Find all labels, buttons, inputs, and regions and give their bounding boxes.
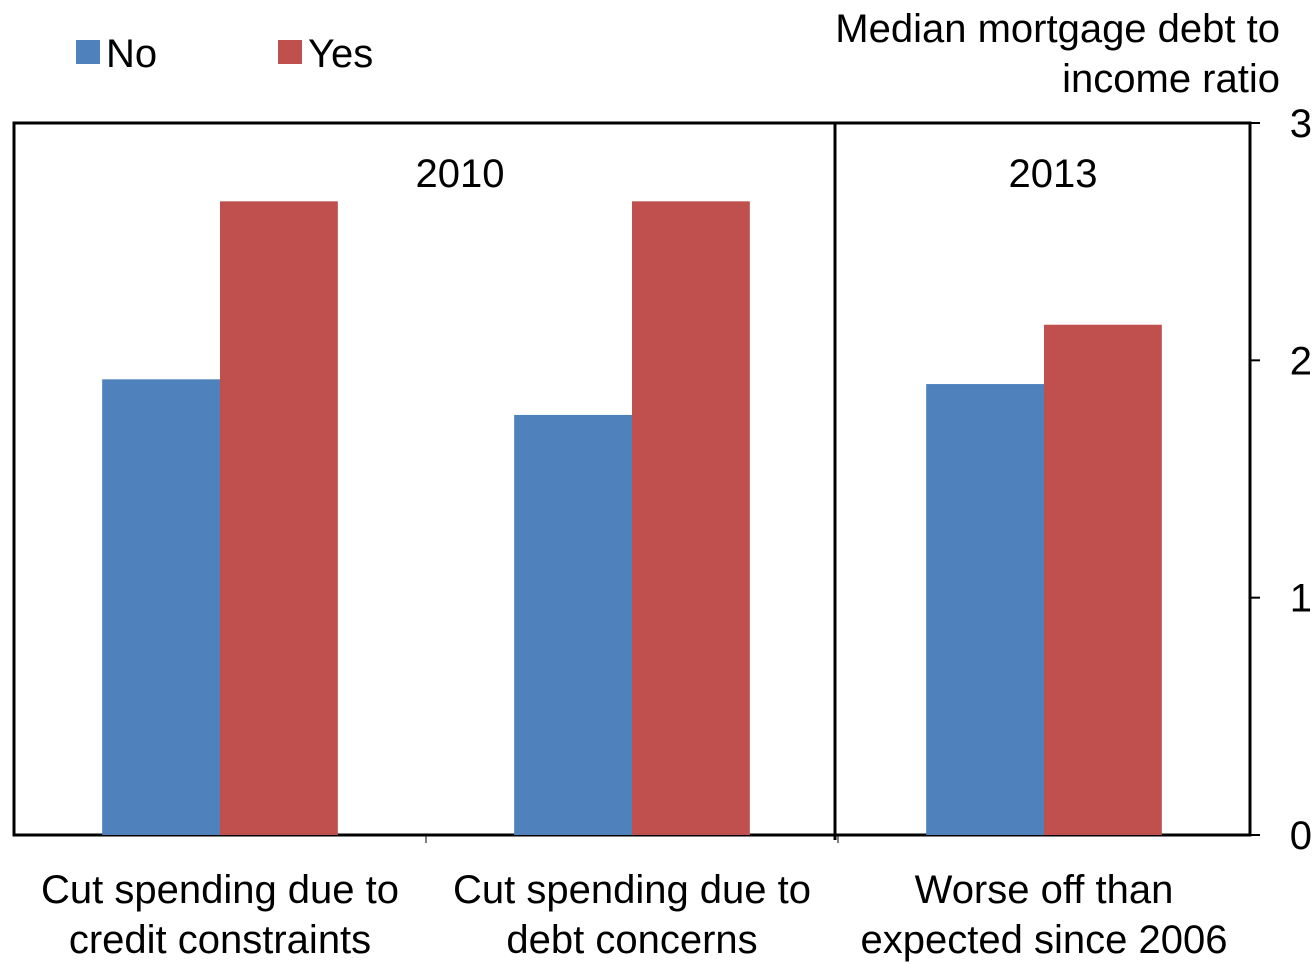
group-label: 2013 [1009,152,1098,196]
y-tick-label: 2 [1290,339,1312,383]
y-tick-label: 0 [1290,814,1312,858]
x-tick-label: Worse off than [915,868,1174,912]
bar [514,414,632,835]
bar [1044,324,1162,835]
y-axis-title: Median mortgage debt to [835,7,1280,51]
legend-swatch [76,40,100,64]
x-tick-label: credit constraints [69,918,371,962]
y-axis-title: income ratio [1062,57,1280,101]
legend-label: No [106,32,157,76]
bar [220,201,338,835]
bar [926,384,1044,835]
legend-swatch [278,40,302,64]
group-label: 2010 [416,152,505,196]
x-tick-label: Cut spending due to [41,868,399,912]
y-tick-label: 1 [1290,577,1312,621]
legend-label: Yes [308,32,373,76]
bar [632,201,750,835]
x-tick-label: debt concerns [506,918,757,962]
y-tick-label: 3 [1290,102,1312,146]
x-tick-label: Cut spending due to [453,868,811,912]
bar [102,379,220,835]
x-tick-label: expected since 2006 [861,918,1228,962]
